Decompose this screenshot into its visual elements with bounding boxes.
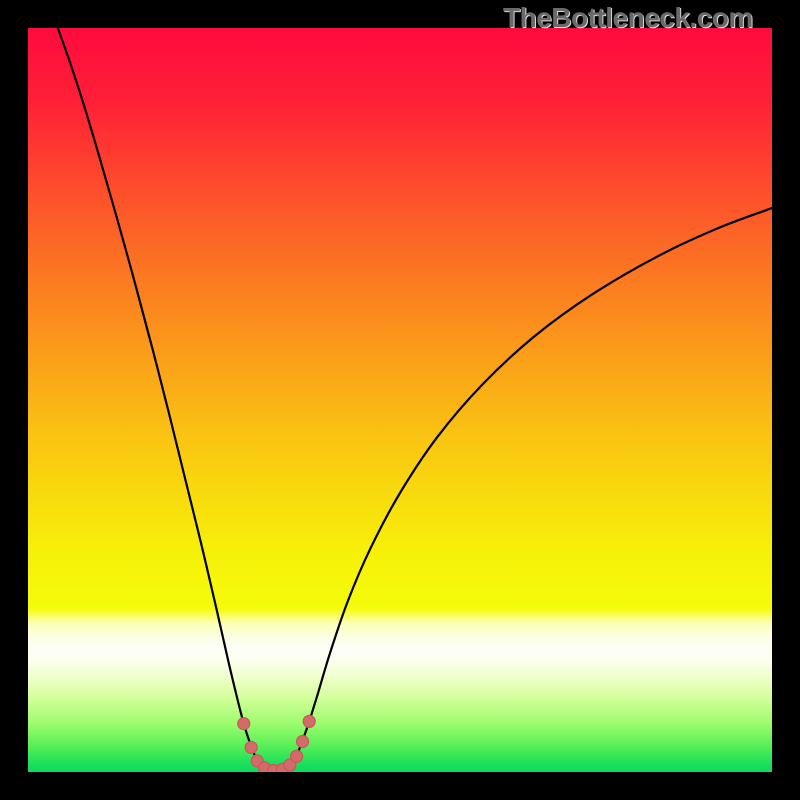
marker-dot xyxy=(297,736,309,748)
marker-dot xyxy=(303,715,315,727)
marker-dot xyxy=(291,750,303,762)
chart-svg xyxy=(28,28,772,772)
marker-dot xyxy=(238,718,250,730)
plot-area xyxy=(28,28,772,772)
watermark-text: TheBottleneck.com xyxy=(503,2,753,34)
marker-dot xyxy=(245,741,257,753)
